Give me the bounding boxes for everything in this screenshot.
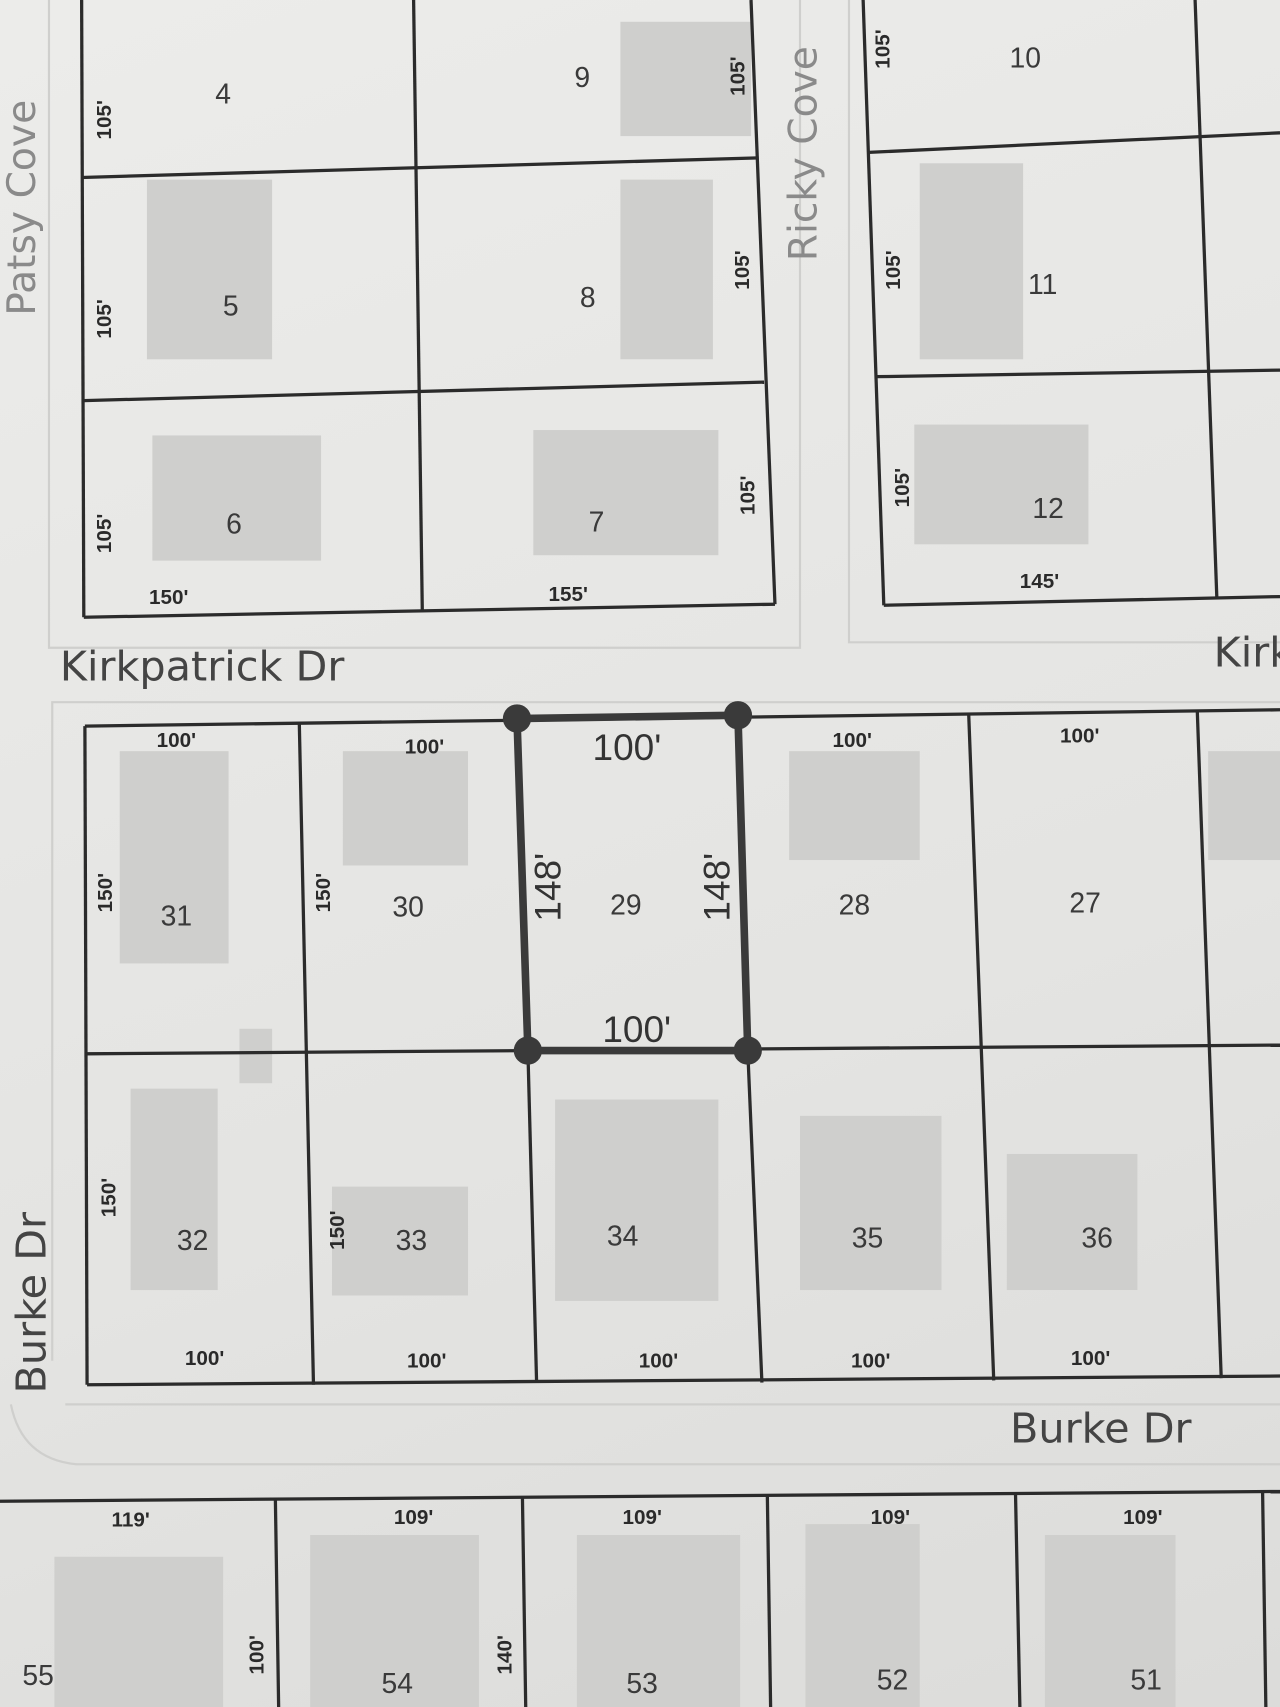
street-label-burke-dr: Burke Dr: [1010, 1404, 1191, 1452]
road-edges: [9, 0, 1280, 1466]
dimension-label: 100': [405, 735, 444, 758]
lot-number: 6: [226, 507, 242, 539]
dimension-label: 150': [312, 873, 335, 912]
dimension-label: 150': [94, 873, 117, 912]
street-label-patsy-cove: Patsy Cove: [0, 100, 45, 316]
dimension-label: 109': [871, 1506, 910, 1529]
lot-number: 12: [1032, 492, 1063, 524]
lot-number: 30: [392, 891, 423, 923]
dimension-label: 100': [1071, 1347, 1110, 1370]
lot-number: 52: [877, 1664, 908, 1696]
lot-number: 54: [382, 1667, 413, 1699]
dimension-label: 105': [726, 57, 749, 96]
corner-marker: [733, 1036, 762, 1065]
lot-number: 10: [1010, 41, 1041, 73]
street-label-burke-dr-side: Burke Dr: [8, 1212, 56, 1394]
street-label-ricky-cove: Ricky Cove: [781, 46, 826, 261]
dimension-label: 150': [97, 1178, 120, 1217]
lot-dimensions: 105' 105' 105' 105' 105' 105' 105' 105' …: [93, 29, 1163, 1674]
lot-number: 51: [1130, 1664, 1161, 1696]
dimension-label: 105': [93, 100, 116, 139]
dimension-label: 105': [93, 299, 116, 338]
dimension-label: 155': [548, 583, 587, 606]
highlighted-lot-29-boundary: [502, 701, 762, 1065]
lot-number: 36: [1081, 1222, 1112, 1254]
lot-number: 35: [852, 1222, 883, 1254]
street-label-kirkpatrick-dr-partial: Kirk: [1214, 628, 1280, 676]
dimension-label: 100': [833, 729, 872, 752]
dimension-label: 105': [93, 514, 116, 553]
dimension-label: 105': [882, 250, 905, 289]
street-label-kirkpatrick-dr: Kirkpatrick Dr: [60, 642, 345, 690]
lot-number: 9: [574, 61, 590, 93]
corner-marker: [723, 701, 753, 730]
dimension-label-lot-29: 100': [602, 1008, 671, 1050]
lot-number: 28: [839, 888, 870, 920]
dimension-label-lot-29: 148': [695, 853, 737, 922]
dimension-label: 100': [245, 1635, 268, 1674]
dimension-label: 140': [494, 1635, 517, 1674]
dimension-label: 145': [1020, 570, 1059, 593]
dimension-label: 105': [736, 476, 759, 515]
dimension-label: 150': [326, 1210, 349, 1249]
lot-number: 8: [580, 281, 596, 313]
dimension-label: 105': [731, 250, 754, 289]
lot-number: 33: [396, 1224, 427, 1256]
dimension-label: 150': [149, 586, 188, 609]
dimension-label: 100': [851, 1349, 890, 1372]
corner-marker: [502, 704, 532, 733]
dimension-label: 105': [891, 468, 914, 507]
dimension-label: 109': [394, 1506, 433, 1529]
building-footprints: [54, 21, 1280, 1707]
dimension-label: 100': [407, 1349, 446, 1372]
dimension-label: 100': [1060, 724, 1099, 747]
lot-numbers: 4 9 10 5 8 11 6 7 12 31 30 29 28 27 32 3…: [22, 41, 1162, 1698]
dimension-label: 109': [622, 1506, 661, 1529]
lot-number: 27: [1069, 886, 1100, 918]
dimension-label-lot-29: 100': [593, 726, 662, 768]
lot-number: 53: [626, 1667, 657, 1699]
lot-number: 4: [215, 77, 231, 109]
lot-number: 5: [223, 290, 239, 322]
dimension-label: 100': [157, 729, 196, 752]
lot-number: 7: [589, 505, 605, 537]
dimension-label: 109': [1123, 1506, 1162, 1529]
dimension-label: 100': [639, 1349, 678, 1372]
lot-number: 11: [1028, 268, 1057, 300]
dimension-label-lot-29: 148': [527, 853, 569, 922]
corner-marker: [513, 1036, 543, 1065]
dimension-label: 105': [871, 29, 894, 68]
lot-number: 29: [610, 888, 641, 920]
dimension-label: 119': [111, 1508, 149, 1531]
dimension-label: 100': [185, 1347, 224, 1370]
lot-number: 55: [22, 1659, 53, 1691]
lot-number: 32: [177, 1224, 208, 1256]
lot-number: 31: [161, 899, 192, 931]
lot-number: 34: [607, 1219, 638, 1251]
